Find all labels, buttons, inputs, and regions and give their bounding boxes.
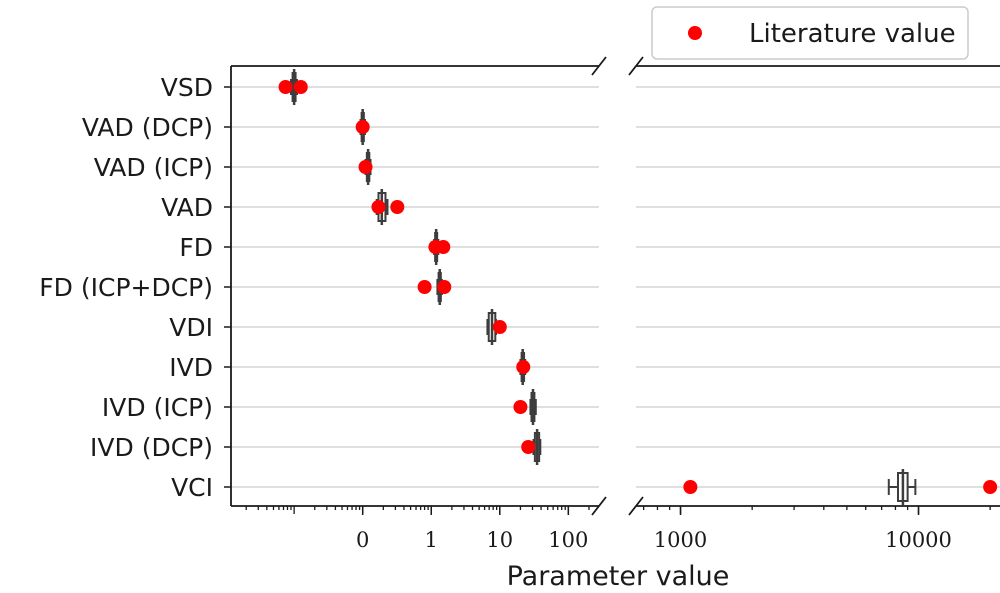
- axis-break-mark: [628, 56, 644, 76]
- axis-break-mark: [591, 56, 607, 76]
- literature-point: [436, 240, 451, 254]
- x-tick-label: 1000: [654, 528, 707, 552]
- x-tick-label: 100: [548, 528, 588, 552]
- literature-point: [278, 80, 293, 94]
- legend-label: Literature value: [749, 19, 956, 49]
- axes: [230, 56, 1000, 516]
- literature-point: [513, 400, 528, 414]
- literature-point: [683, 480, 698, 494]
- literature-point: [521, 440, 536, 454]
- box-plot: [887, 469, 917, 505]
- x-tick-label: 10: [486, 528, 513, 552]
- x-tick-label: 10000: [885, 528, 952, 552]
- literature-point: [516, 360, 531, 374]
- literature-point: [983, 480, 998, 494]
- category-label: VSD: [161, 73, 213, 102]
- category-label: VCI: [171, 473, 213, 502]
- x-axis-ticks: 0 1 10 100 1000 10000: [224, 86, 991, 552]
- axis-break-mark: [628, 496, 644, 516]
- literature-point: [492, 320, 507, 334]
- x-axis-label: Parameter value: [507, 561, 730, 592]
- category-labels: VSD VAD (DCP) VAD (ICP) VAD FD FD (ICP+DCP) VD…: [39, 73, 213, 502]
- literature-point: [390, 200, 405, 214]
- legend-frame: [651, 6, 969, 60]
- category-label: FD: [179, 233, 213, 262]
- category-label: FD (ICP+DCP): [39, 273, 213, 302]
- literature-point: [371, 200, 386, 214]
- literature-point: [293, 80, 308, 94]
- legend-marker: [688, 26, 702, 40]
- box-plot: [529, 389, 537, 425]
- axis-break-mark: [591, 496, 607, 516]
- literature-point: [417, 280, 432, 294]
- category-label: IVD: [169, 353, 213, 382]
- chart-marks: [278, 69, 998, 505]
- category-label: IVD (DCP): [90, 433, 213, 462]
- category-label: VAD: [161, 193, 213, 222]
- x-tick-label: 1: [425, 528, 438, 552]
- category-label: IVD (ICP): [102, 393, 213, 422]
- category-label: VAD (DCP): [82, 113, 213, 142]
- category-label: VDI: [169, 313, 213, 342]
- literature-point: [358, 160, 373, 174]
- x-tick-label: 0: [356, 528, 369, 552]
- literature-point: [437, 280, 452, 294]
- grid-lines: [231, 86, 1000, 488]
- category-label: VAD (ICP): [94, 153, 213, 182]
- legend: Literature value: [651, 6, 969, 60]
- literature-point: [355, 120, 370, 134]
